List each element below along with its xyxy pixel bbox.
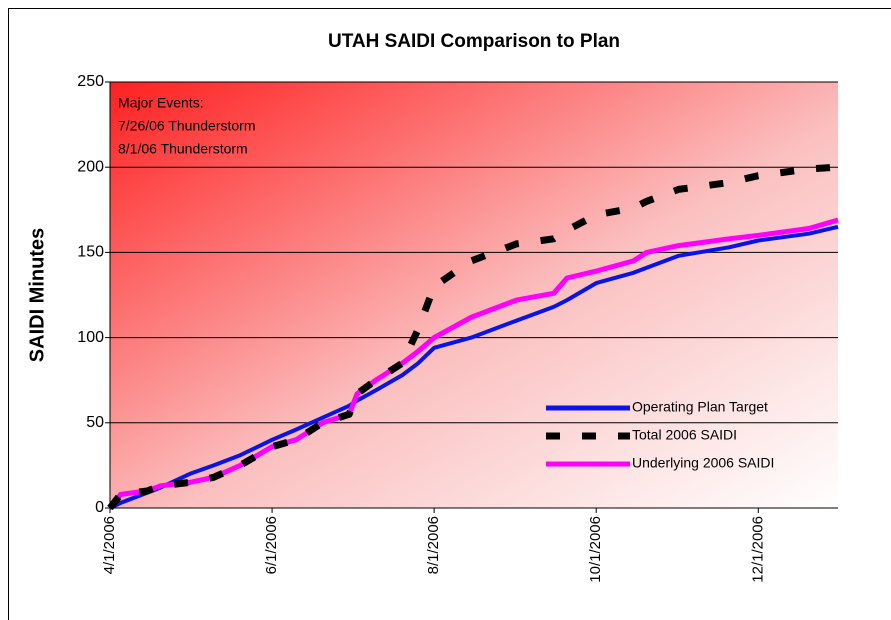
y-tick-label: 50 (86, 414, 104, 431)
y-tick-label: 0 (95, 499, 104, 516)
annotation: Major Events: (118, 95, 204, 111)
series-line (108, 217, 839, 510)
chart-title: UTAH SAIDI Comparison to Plan (328, 31, 620, 52)
y-tick-label: 250 (77, 73, 104, 90)
legend-label: Total 2006 SAIDI (632, 427, 737, 443)
y-tick-label: 200 (77, 158, 104, 175)
annotation: 7/26/06 Thunderstorm (118, 118, 256, 134)
plot-area (110, 82, 838, 508)
series-line (109, 224, 839, 510)
x-tick-label: 10/1/2006 (587, 516, 604, 583)
x-tick-label: 4/1/2006 (101, 516, 118, 574)
legend-label: Underlying 2006 SAIDI (632, 455, 774, 471)
y-axis-label: SAIDI Minutes (26, 228, 48, 362)
y-tick-label: 100 (77, 329, 104, 346)
y-tick-label: 150 (77, 244, 104, 261)
x-tick-label: 6/1/2006 (263, 516, 280, 574)
x-tick-label: 12/1/2006 (749, 516, 766, 583)
x-tick-label: 8/1/2006 (425, 516, 442, 574)
annotation: 8/1/06 Thunderstorm (118, 141, 248, 157)
legend-label: Operating Plan Target (632, 399, 768, 415)
